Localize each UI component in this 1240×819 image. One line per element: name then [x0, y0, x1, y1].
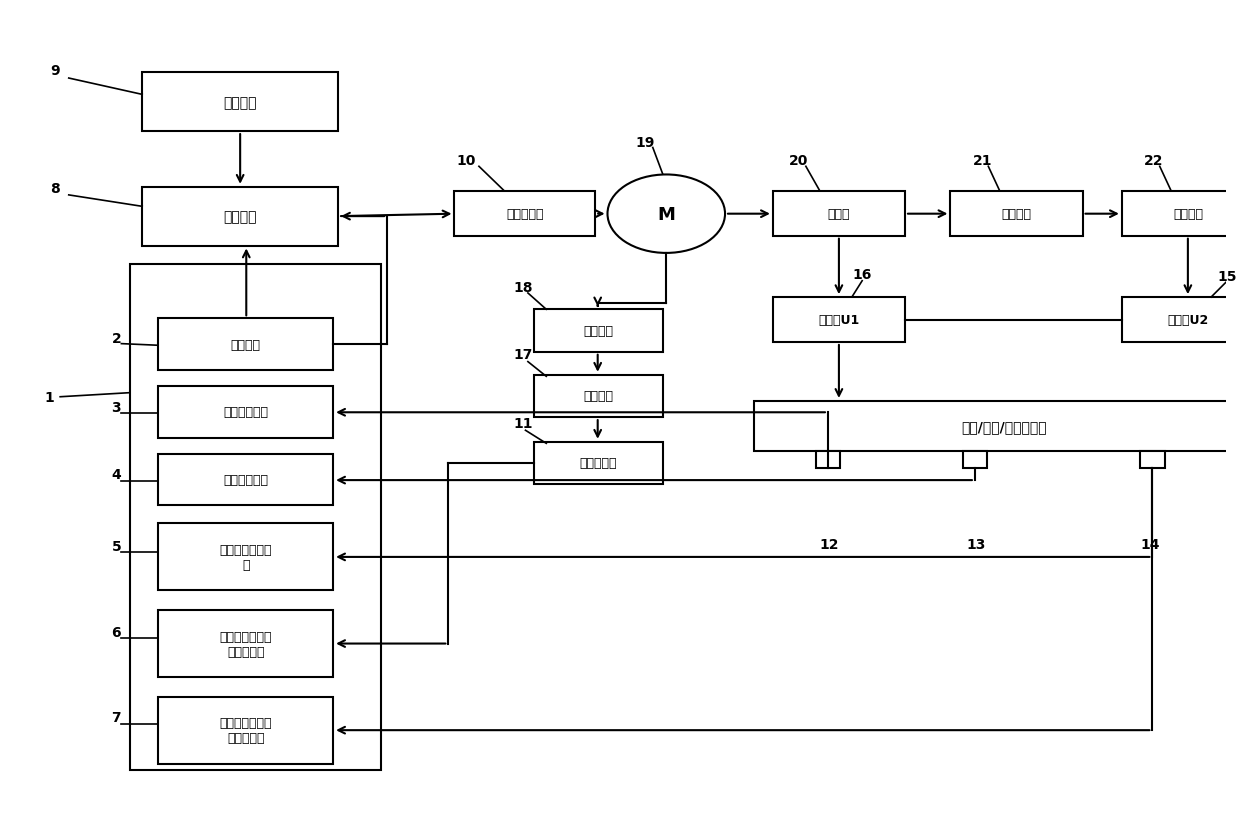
Bar: [754, 401, 1240, 452]
Text: 3: 3: [112, 400, 122, 414]
Bar: [454, 192, 595, 237]
Text: 编码器U2: 编码器U2: [1167, 314, 1209, 327]
Bar: [773, 297, 905, 342]
Bar: [1122, 297, 1240, 342]
Text: 12: 12: [820, 537, 838, 551]
Text: 弹性元件: 弹性元件: [1002, 207, 1032, 220]
Bar: [816, 452, 841, 468]
Bar: [130, 265, 381, 771]
Bar: [534, 310, 662, 352]
Bar: [1140, 452, 1164, 468]
Bar: [143, 188, 339, 247]
Bar: [1122, 192, 1240, 237]
Circle shape: [608, 175, 725, 254]
Text: 17: 17: [513, 348, 533, 362]
Bar: [534, 375, 662, 418]
Bar: [962, 452, 987, 468]
Bar: [143, 73, 339, 132]
Bar: [159, 524, 334, 590]
Text: 7: 7: [112, 710, 122, 724]
Text: 22: 22: [1143, 154, 1163, 168]
Text: 导热硅胶: 导热硅胶: [583, 324, 614, 337]
Text: 1: 1: [45, 391, 55, 405]
Text: 15: 15: [1218, 269, 1236, 283]
Text: 2: 2: [112, 332, 122, 346]
Text: 11: 11: [513, 417, 533, 431]
Text: 力矩/速度/位置传感器: 力矩/速度/位置传感器: [961, 419, 1047, 433]
Text: 19: 19: [636, 136, 655, 150]
Text: 14: 14: [1140, 537, 1159, 551]
Text: 9: 9: [51, 64, 60, 78]
Text: 10: 10: [456, 154, 476, 168]
Bar: [159, 319, 334, 370]
Bar: [950, 192, 1083, 237]
Text: 编码器U1: 编码器U1: [818, 314, 859, 327]
Text: 温度保护单元: 温度保护单元: [223, 473, 268, 486]
Text: 13: 13: [966, 537, 986, 551]
Text: 绕组散热温度速
率计算单元: 绕组散热温度速 率计算单元: [219, 630, 272, 658]
Text: 6: 6: [112, 626, 122, 640]
Text: 8: 8: [51, 182, 60, 197]
Text: 5: 5: [112, 539, 122, 553]
Bar: [773, 192, 905, 237]
Text: M: M: [657, 206, 676, 224]
Text: 18: 18: [513, 280, 533, 294]
Text: 绕组发热温度速
率计算单元: 绕组发热温度速 率计算单元: [219, 717, 272, 744]
Bar: [159, 697, 334, 764]
Text: 温度传感器: 温度传感器: [579, 457, 618, 470]
Text: 绕组温度估算单
元: 绕组温度估算单 元: [219, 543, 272, 571]
Text: 电流传感器: 电流传感器: [506, 207, 543, 220]
Text: 16: 16: [852, 268, 872, 282]
Text: 逆变电路: 逆变电路: [223, 210, 257, 224]
Text: 直流电源: 直流电源: [223, 96, 257, 110]
Text: 21: 21: [972, 154, 992, 168]
Text: 减速器: 减速器: [827, 207, 851, 220]
Text: 电机驱动: 电机驱动: [231, 338, 260, 351]
Bar: [534, 442, 662, 485]
Text: 运动控制单元: 运动控制单元: [223, 406, 268, 419]
Bar: [159, 387, 334, 438]
Text: 散热壳体: 散热壳体: [583, 390, 614, 403]
Text: 输出法兰: 输出法兰: [1173, 207, 1203, 220]
Bar: [159, 610, 334, 677]
Text: 4: 4: [112, 468, 122, 482]
Text: 20: 20: [789, 154, 808, 168]
Bar: [159, 455, 334, 506]
